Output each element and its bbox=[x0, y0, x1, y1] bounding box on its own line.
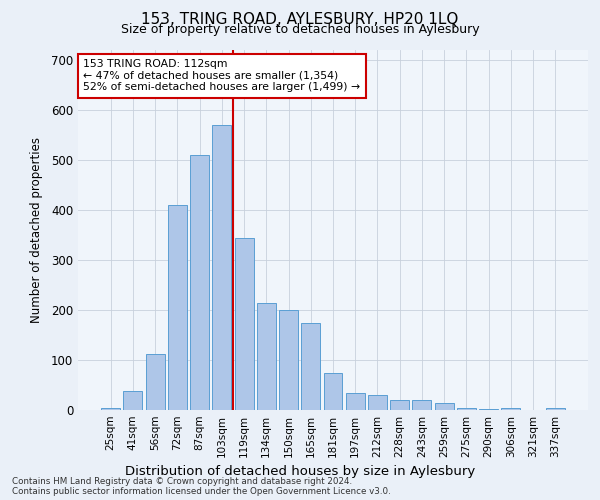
Bar bbox=[390, 400, 409, 410]
Bar bbox=[279, 310, 298, 410]
Bar bbox=[346, 392, 365, 410]
Bar bbox=[479, 409, 498, 410]
Bar bbox=[212, 125, 231, 410]
Text: 153 TRING ROAD: 112sqm
← 47% of detached houses are smaller (1,354)
52% of semi-: 153 TRING ROAD: 112sqm ← 47% of detached… bbox=[83, 59, 360, 92]
Text: Size of property relative to detached houses in Aylesbury: Size of property relative to detached ho… bbox=[121, 22, 479, 36]
Bar bbox=[502, 408, 520, 410]
Text: 153, TRING ROAD, AYLESBURY, HP20 1LQ: 153, TRING ROAD, AYLESBURY, HP20 1LQ bbox=[142, 12, 458, 28]
Y-axis label: Number of detached properties: Number of detached properties bbox=[29, 137, 43, 323]
Bar bbox=[124, 391, 142, 410]
Bar bbox=[546, 408, 565, 410]
Bar bbox=[146, 354, 164, 410]
Bar bbox=[435, 402, 454, 410]
Bar bbox=[101, 408, 120, 410]
Bar bbox=[257, 302, 276, 410]
Bar bbox=[323, 372, 343, 410]
Bar bbox=[412, 400, 431, 410]
Bar bbox=[190, 155, 209, 410]
Bar bbox=[457, 408, 476, 410]
Text: Distribution of detached houses by size in Aylesbury: Distribution of detached houses by size … bbox=[125, 465, 475, 478]
Bar bbox=[368, 395, 387, 410]
Text: Contains HM Land Registry data © Crown copyright and database right 2024.: Contains HM Land Registry data © Crown c… bbox=[12, 478, 352, 486]
Bar bbox=[235, 238, 254, 410]
Text: Contains public sector information licensed under the Open Government Licence v3: Contains public sector information licen… bbox=[12, 488, 391, 496]
Bar bbox=[168, 205, 187, 410]
Bar bbox=[301, 322, 320, 410]
